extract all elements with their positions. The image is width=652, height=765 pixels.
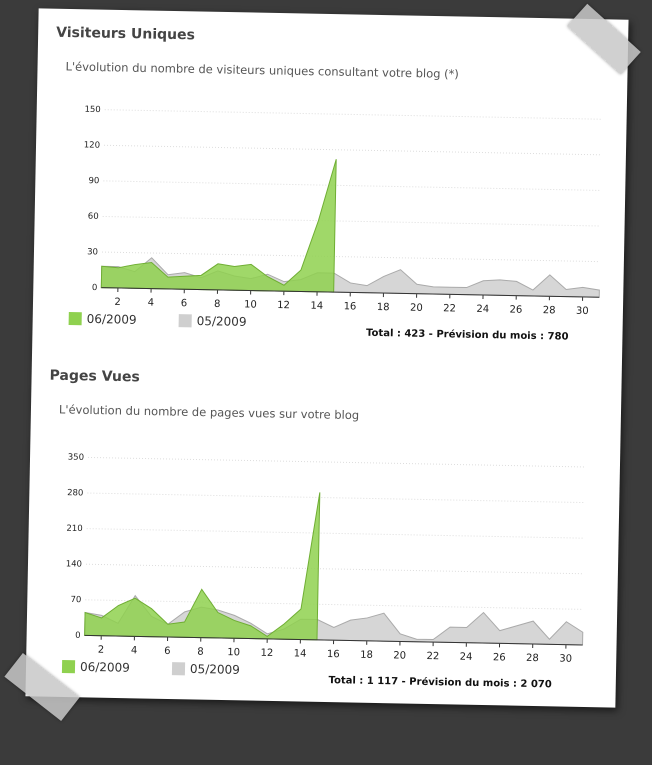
x-tick-label: 6 [164,646,171,657]
x-axis [101,287,600,298]
grid-line [103,180,602,191]
chart-subtitle: L'évolution du nombre de pages vues sur … [59,402,359,422]
x-tick-label: 2 [98,645,105,656]
x-tick-label: 14 [294,648,307,659]
card: Visiteurs Uniques L'évolution du nombre d… [25,8,629,708]
x-axis [84,634,583,646]
chart-title: Pages Vues [49,368,139,386]
x-tick-label: 12 [277,300,290,311]
legend-swatch [61,659,76,674]
chart-footer: Total : 423 - Prévision du mois : 780 [366,327,569,343]
legend-label: 06/2009 [87,312,137,327]
x-tick-label: 2 [114,297,121,308]
grid-line [102,215,601,227]
area [100,159,337,293]
grid-line [86,528,585,539]
chart-footer: Total : 1 117 - Prévision du mois : 2 07… [328,674,551,690]
y-tick-label: 60 [88,212,99,222]
y-tick-label: 70 [70,595,81,605]
x-tick-label: 14 [310,301,323,312]
x-tick-label: 4 [131,645,138,656]
x-tick-label: 12 [260,648,273,659]
grid-line [101,251,600,263]
legend-label: 05/2009 [197,314,247,329]
y-tick-label: 0 [92,283,98,293]
grid-line [104,109,603,120]
y-tick-label: 0 [75,631,81,641]
x-tick-label: 26 [509,304,522,315]
grid-line [85,563,584,575]
grid-line [88,456,586,468]
legend-label: 06/2009 [80,660,130,675]
grid-line [87,492,586,504]
y-tick-label: 150 [84,105,100,115]
x-tick-label: 18 [360,650,373,661]
x-tick-label: 16 [327,649,340,660]
legend-swatch [178,314,192,328]
x-tick-label: 24 [460,652,473,663]
charts: Visiteurs Uniques L'évolution du nombre d… [49,25,603,690]
x-tick-label: 4 [148,298,155,309]
x-tick-label: 18 [377,302,390,313]
x-tick-label: 10 [244,299,257,310]
chart-subtitle: L'évolution du nombre de visiteurs uniqu… [65,59,459,81]
x-tick-label: 26 [493,652,506,663]
x-tick-label: 20 [410,303,423,314]
x-tick-label: 28 [543,305,556,316]
legend-swatch [68,312,82,326]
legend-label: 05/2009 [190,662,240,677]
x-tick-label: 8 [197,647,204,658]
chart-title: Visiteurs Uniques [56,25,195,44]
x-tick-label: 10 [227,647,240,658]
grid-line [85,599,584,610]
x-tick-label: 30 [559,654,572,665]
y-tick-label: 90 [88,176,99,186]
x-tick-label: 16 [344,301,357,312]
grid-line [104,144,602,156]
y-tick-label: 30 [87,247,98,257]
y-tick-label: 210 [66,524,82,534]
legend-swatch [171,662,186,676]
x-tick-label: 22 [426,651,439,662]
x-tick-label: 22 [443,303,456,314]
y-tick-label: 280 [67,488,83,498]
x-tick-label: 30 [576,306,589,317]
y-tick-label: 140 [66,559,82,569]
x-tick-label: 6 [181,298,188,309]
y-tick-label: 120 [84,140,100,150]
x-tick-label: 28 [526,653,539,664]
y-tick-label: 350 [68,453,84,463]
x-tick-label: 20 [393,650,406,661]
area [84,492,321,641]
x-tick-label: 24 [476,304,489,315]
x-tick-label: 8 [214,299,221,310]
